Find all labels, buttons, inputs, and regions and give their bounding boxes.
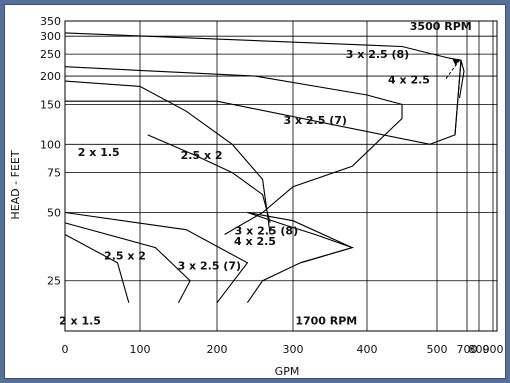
plot-border: [64, 20, 498, 332]
y-tick-label: 100: [40, 138, 61, 151]
region-curve: [64, 80, 271, 235]
region-curve: [454, 60, 465, 135]
y-axis-title: HEAD - FEET: [9, 150, 22, 219]
region-curve: [147, 134, 271, 224]
region-label: 1700 RPM: [295, 315, 357, 328]
x-tick-label: 200: [207, 343, 228, 356]
arrows: [445, 59, 460, 79]
region-curve: [64, 66, 403, 235]
x-tick-label: 800: [469, 343, 490, 356]
y-tick-label: 200: [40, 70, 61, 83]
x-axis-title: GPM: [275, 365, 300, 378]
curve-regions: [64, 32, 465, 304]
region-label: 2.5 x 2: [104, 250, 146, 263]
y-tick-label: 250: [40, 48, 61, 61]
region-label: 3 x 2.5 (7): [178, 260, 241, 273]
arrow-line: [445, 59, 460, 79]
grid: [64, 20, 498, 332]
region-label: 4 x 2.5: [388, 74, 430, 87]
region-label: 3500 RPM: [410, 20, 472, 33]
region-label: 3 x 2.5 (8): [346, 48, 409, 61]
x-tick-label: 900: [483, 343, 504, 356]
region-label: 2.5 x 2: [181, 149, 223, 162]
y-tick-labels: 25 50 75 100 150 200 250 300 350: [40, 15, 61, 288]
region-label: 4 x 2.5: [234, 235, 276, 248]
y-tick-label: 150: [40, 98, 61, 111]
x-tick-label: 400: [357, 343, 378, 356]
y-tick-label: 50: [47, 207, 61, 220]
region-curve: [247, 211, 354, 264]
region-label: 2 x 1.5: [78, 146, 120, 159]
region-label: 3 x 2.5 (7): [283, 114, 346, 127]
y-tick-label: 75: [47, 167, 61, 180]
x-tick-label: 0: [62, 343, 69, 356]
y-tick-label: 300: [40, 30, 61, 43]
region-curve: [64, 211, 249, 304]
chart-panel: 0 100 200 300 400 500 700 800 900 25 50 75 100 150 20…: [4, 4, 506, 379]
region-curve: [64, 222, 191, 303]
arrow-head: [452, 59, 460, 66]
region-label: 3 x 2.5 (8): [235, 224, 298, 237]
x-tick-label: 100: [130, 343, 151, 356]
x-tick-label: 500: [427, 343, 448, 356]
region-label: 2 x 1.5: [59, 315, 101, 328]
y-tick-label: 350: [40, 15, 61, 28]
x-tick-label: 700: [457, 343, 478, 356]
y-tick-label: 25: [47, 275, 61, 288]
region-curve: [64, 234, 130, 303]
x-tick-label: 300: [283, 343, 304, 356]
